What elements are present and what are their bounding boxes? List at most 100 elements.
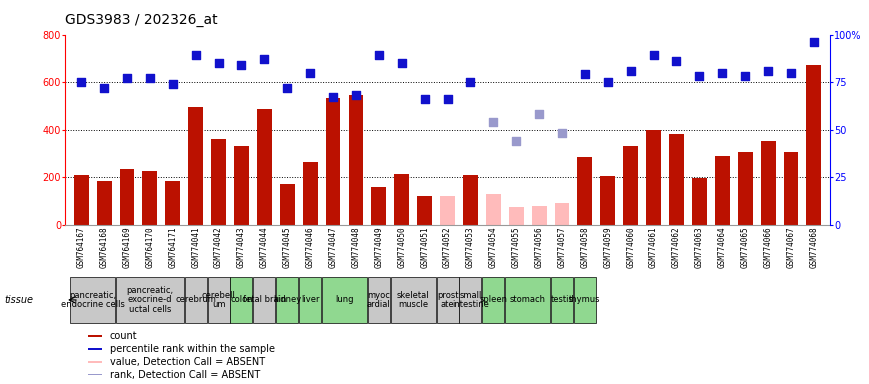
Bar — [574, 277, 596, 323]
Text: stomach: stomach — [510, 295, 546, 305]
Bar — [74, 175, 89, 225]
Text: GDS3983 / 202326_at: GDS3983 / 202326_at — [65, 13, 218, 27]
Bar — [257, 109, 272, 225]
Point — [281, 85, 295, 91]
Point — [166, 81, 180, 87]
Point — [807, 39, 821, 45]
Text: GSM774045: GSM774045 — [282, 227, 292, 268]
Text: tissue: tissue — [4, 295, 33, 305]
Point — [624, 68, 638, 74]
Bar — [623, 146, 638, 225]
Bar — [185, 277, 207, 323]
Point — [257, 56, 271, 62]
Point — [669, 58, 683, 64]
Bar — [326, 98, 341, 225]
Text: GSM764168: GSM764168 — [100, 227, 109, 268]
Bar — [554, 203, 569, 225]
Bar — [165, 181, 180, 225]
Point — [600, 79, 614, 85]
Bar — [647, 130, 661, 225]
Text: percentile rank within the sample: percentile rank within the sample — [109, 344, 275, 354]
Point — [372, 52, 386, 58]
Point — [647, 52, 660, 58]
Point — [441, 96, 454, 102]
Point — [120, 75, 134, 81]
Point — [715, 70, 729, 76]
Text: liver: liver — [301, 295, 320, 305]
Bar — [551, 277, 573, 323]
Bar — [276, 277, 298, 323]
Text: GSM774053: GSM774053 — [466, 227, 475, 268]
Bar — [482, 277, 504, 323]
Bar — [715, 156, 730, 225]
Text: spleen: spleen — [480, 295, 507, 305]
Bar — [760, 141, 775, 225]
Point — [212, 60, 226, 66]
Text: GSM774043: GSM774043 — [237, 227, 246, 268]
Bar — [302, 162, 317, 225]
Text: GSM774050: GSM774050 — [397, 227, 406, 268]
Bar — [784, 152, 799, 225]
Point — [395, 60, 408, 66]
Bar — [806, 65, 821, 225]
Bar — [348, 95, 363, 225]
Text: GSM764170: GSM764170 — [145, 227, 155, 268]
Text: GSM764171: GSM764171 — [169, 227, 177, 268]
Point — [578, 71, 592, 78]
Bar — [460, 277, 481, 323]
Text: GSM774042: GSM774042 — [214, 227, 223, 268]
Point — [784, 70, 798, 76]
Point — [418, 96, 432, 102]
Point — [349, 92, 363, 98]
Bar — [189, 107, 203, 225]
Text: rank, Detection Call = ABSENT: rank, Detection Call = ABSENT — [109, 370, 260, 380]
Bar — [532, 206, 547, 225]
Bar — [738, 152, 753, 225]
Point — [555, 130, 569, 136]
Bar — [254, 277, 275, 323]
Text: GSM774049: GSM774049 — [375, 227, 383, 268]
Text: GSM774047: GSM774047 — [328, 227, 337, 268]
Text: GSM774048: GSM774048 — [351, 227, 361, 268]
Text: GSM774056: GSM774056 — [534, 227, 544, 268]
Text: skeletal
muscle: skeletal muscle — [397, 291, 429, 309]
Text: GSM774064: GSM774064 — [718, 227, 726, 268]
Text: pancreatic,
exocrine-d
uctal cells: pancreatic, exocrine-d uctal cells — [126, 286, 174, 314]
Text: lung: lung — [335, 295, 354, 305]
Text: kidney: kidney — [273, 295, 302, 305]
Point — [487, 119, 501, 125]
Point — [97, 85, 111, 91]
Bar — [120, 169, 135, 225]
Text: pancreatic,
endocrine cells: pancreatic, endocrine cells — [61, 291, 124, 309]
Bar — [230, 277, 253, 323]
Text: count: count — [109, 331, 137, 341]
Bar — [486, 194, 501, 225]
Bar — [88, 361, 102, 362]
Point — [74, 79, 88, 85]
Point — [693, 73, 706, 79]
Text: GSM774058: GSM774058 — [580, 227, 589, 268]
Text: small
intestine: small intestine — [452, 291, 489, 309]
Text: GSM774055: GSM774055 — [512, 227, 521, 268]
Bar — [440, 196, 455, 225]
Text: GSM774059: GSM774059 — [603, 227, 613, 268]
Point — [509, 138, 523, 144]
Text: value, Detection Call = ABSENT: value, Detection Call = ABSENT — [109, 357, 265, 367]
Bar — [322, 277, 367, 323]
Point — [189, 52, 202, 58]
Text: GSM774066: GSM774066 — [764, 227, 773, 268]
Text: GSM774054: GSM774054 — [489, 227, 498, 268]
Bar — [669, 134, 684, 225]
Bar — [88, 374, 102, 376]
Text: cerebrum: cerebrum — [176, 295, 216, 305]
Bar — [463, 175, 478, 225]
Bar — [505, 277, 550, 323]
Text: testis: testis — [551, 295, 574, 305]
Bar — [417, 196, 432, 225]
Text: GSM774062: GSM774062 — [672, 227, 681, 268]
Text: GSM774044: GSM774044 — [260, 227, 269, 268]
Point — [303, 70, 317, 76]
Bar — [391, 277, 435, 323]
Text: fetal brain: fetal brain — [242, 295, 286, 305]
Text: myoc
ardial: myoc ardial — [367, 291, 391, 309]
